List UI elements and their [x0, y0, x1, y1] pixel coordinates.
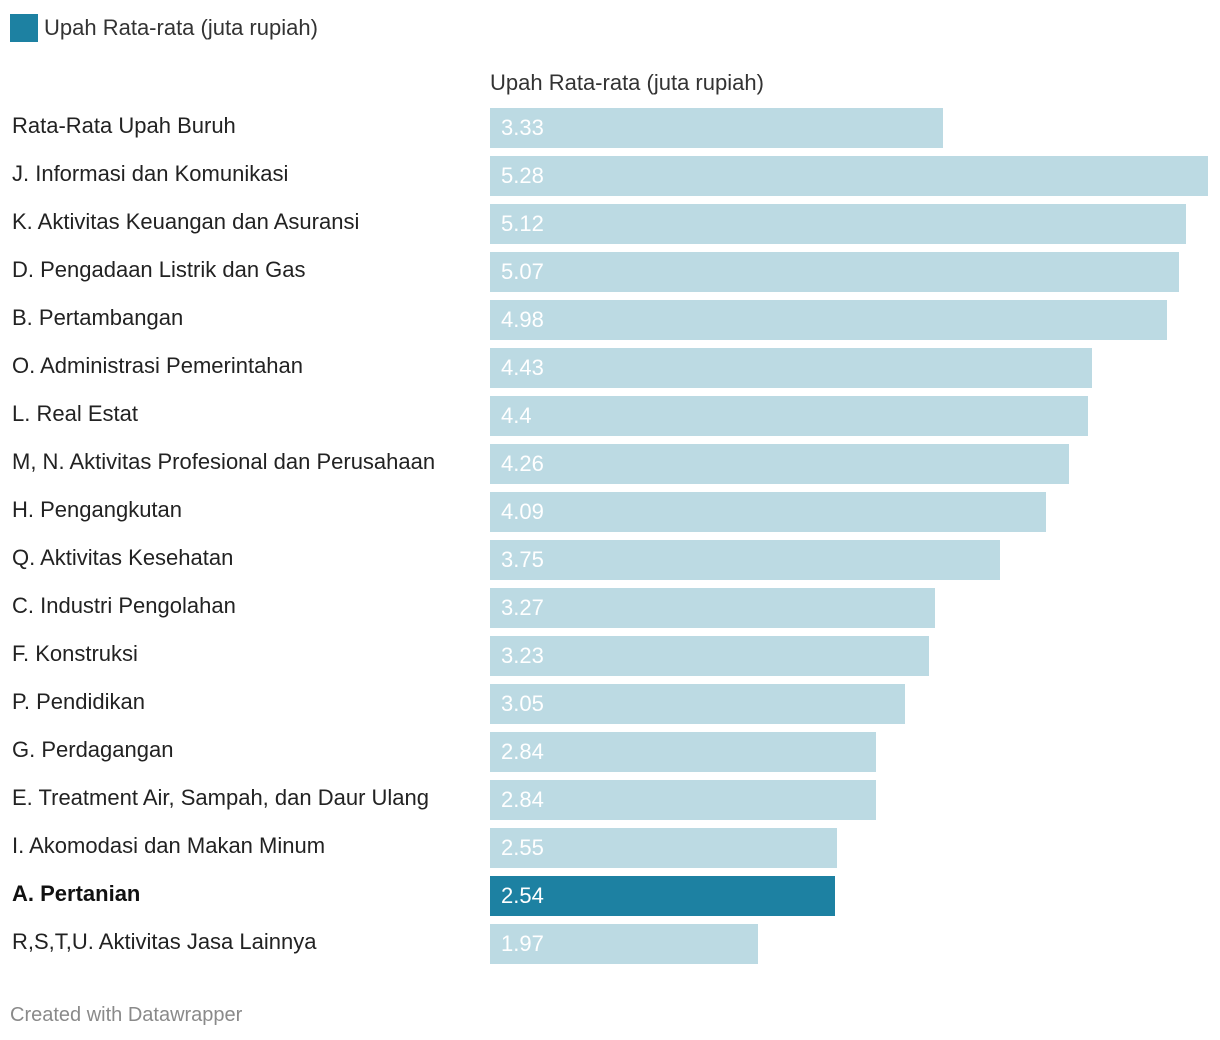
bar-row: M, N. Aktivitas Profesional dan Perusaha…: [0, 444, 1220, 484]
bar: [490, 684, 905, 724]
bar-value-label: 4.09: [501, 499, 544, 524]
bar-row: L. Real Estat 4.4: [0, 396, 1220, 436]
bar-row: C. Industri Pengolahan 3.27: [0, 588, 1220, 628]
bar: [490, 780, 876, 820]
bar: [490, 924, 758, 964]
category-label: L. Real Estat: [12, 401, 138, 426]
bar-value-label: 2.84: [501, 739, 544, 764]
category-label: C. Industri Pengolahan: [12, 593, 236, 618]
bar-value-label: 2.84: [501, 787, 544, 812]
category-label: Rata-Rata Upah Buruh: [12, 113, 236, 138]
bar: [490, 348, 1092, 388]
bar-row: Rata-Rata Upah Buruh 3.33: [0, 108, 1220, 148]
bar: [490, 252, 1179, 292]
bar-row: K. Aktivitas Keuangan dan Asuransi 5.12: [0, 204, 1220, 244]
bar: [490, 396, 1088, 436]
legend: Upah Rata-rata (juta rupiah): [10, 14, 318, 42]
category-label: Q. Aktivitas Kesehatan: [12, 545, 234, 570]
bar-row: I. Akomodasi dan Makan Minum 2.55: [0, 828, 1220, 868]
bar: [490, 108, 943, 148]
category-label: E. Treatment Air, Sampah, dan Daur Ulang: [12, 785, 430, 810]
category-label: G. Perdagangan: [12, 737, 174, 762]
bar-row: R,S,T,U. Aktivitas Jasa Lainnya 1.97: [0, 924, 1220, 964]
category-label: P. Pendidikan: [12, 689, 145, 714]
bar-value-label: 3.27: [501, 595, 544, 620]
bar-value-label: 3.33: [501, 115, 544, 140]
bar-value-label: 4.43: [501, 355, 544, 380]
bar-value-label: 2.55: [501, 835, 544, 860]
category-label: A. Pertanian: [12, 881, 141, 906]
bar: [490, 540, 1000, 580]
column-header: Upah Rata-rata (juta rupiah): [490, 70, 764, 95]
bar-row: G. Perdagangan 2.84: [0, 732, 1220, 772]
bar-value-label: 4.98: [501, 307, 544, 332]
bar-value-label: 2.54: [501, 883, 544, 908]
bar-row: Q. Aktivitas Kesehatan 3.75: [0, 540, 1220, 580]
category-label: O. Administrasi Pemerintahan: [12, 353, 304, 378]
category-label: M, N. Aktivitas Profesional dan Perusaha…: [12, 449, 436, 474]
category-label: K. Aktivitas Keuangan dan Asuransi: [12, 209, 360, 234]
bar-row: P. Pendidikan 3.05: [0, 684, 1220, 724]
bar-value-label: 4.4: [501, 403, 532, 428]
category-label: H. Pengangkutan: [12, 497, 183, 522]
bar-value-label: 4.26: [501, 451, 544, 476]
legend-label: Upah Rata-rata (juta rupiah): [44, 15, 318, 40]
bar-value-label: 3.23: [501, 643, 544, 668]
bar: [490, 588, 935, 628]
bar-row: H. Pengangkutan 4.09: [0, 492, 1220, 532]
bar: [490, 876, 835, 916]
category-label: I. Akomodasi dan Makan Minum: [12, 833, 326, 858]
bar-value-label: 3.75: [501, 547, 544, 572]
bar-row: F. Konstruksi 3.23: [0, 636, 1220, 676]
bar-row: D. Pengadaan Listrik dan Gas 5.07: [0, 252, 1220, 292]
bar-value-label: 3.05: [501, 691, 544, 716]
bar: [490, 828, 837, 868]
bar: [490, 444, 1069, 484]
category-label: R,S,T,U. Aktivitas Jasa Lainnya: [12, 929, 317, 954]
bar-row: J. Informasi dan Komunikasi 5.28: [0, 156, 1220, 196]
bar: [490, 204, 1186, 244]
bar-value-label: 5.28: [501, 163, 544, 188]
category-label: F. Konstruksi: [12, 641, 138, 666]
bar-value-label: 5.07: [501, 259, 544, 284]
category-label: J. Informasi dan Komunikasi: [12, 161, 289, 186]
bar: [490, 300, 1167, 340]
bar: [490, 156, 1208, 196]
category-label: B. Pertambangan: [12, 305, 184, 330]
bar: [490, 492, 1046, 532]
bar: [490, 732, 876, 772]
bar-value-label: 1.97: [501, 931, 544, 956]
bar-row: A. Pertanian 2.54: [0, 876, 1220, 916]
category-label: D. Pengadaan Listrik dan Gas: [12, 257, 306, 282]
bar-row: O. Administrasi Pemerintahan 4.43: [0, 348, 1220, 388]
bar-row: E. Treatment Air, Sampah, dan Daur Ulang…: [0, 780, 1220, 820]
legend-swatch: [10, 14, 38, 42]
credit-text: Created with Datawrapper: [10, 1004, 243, 1026]
bar: [490, 636, 929, 676]
bar-value-label: 5.12: [501, 211, 544, 236]
bar-row: B. Pertambangan 4.98: [0, 300, 1220, 340]
